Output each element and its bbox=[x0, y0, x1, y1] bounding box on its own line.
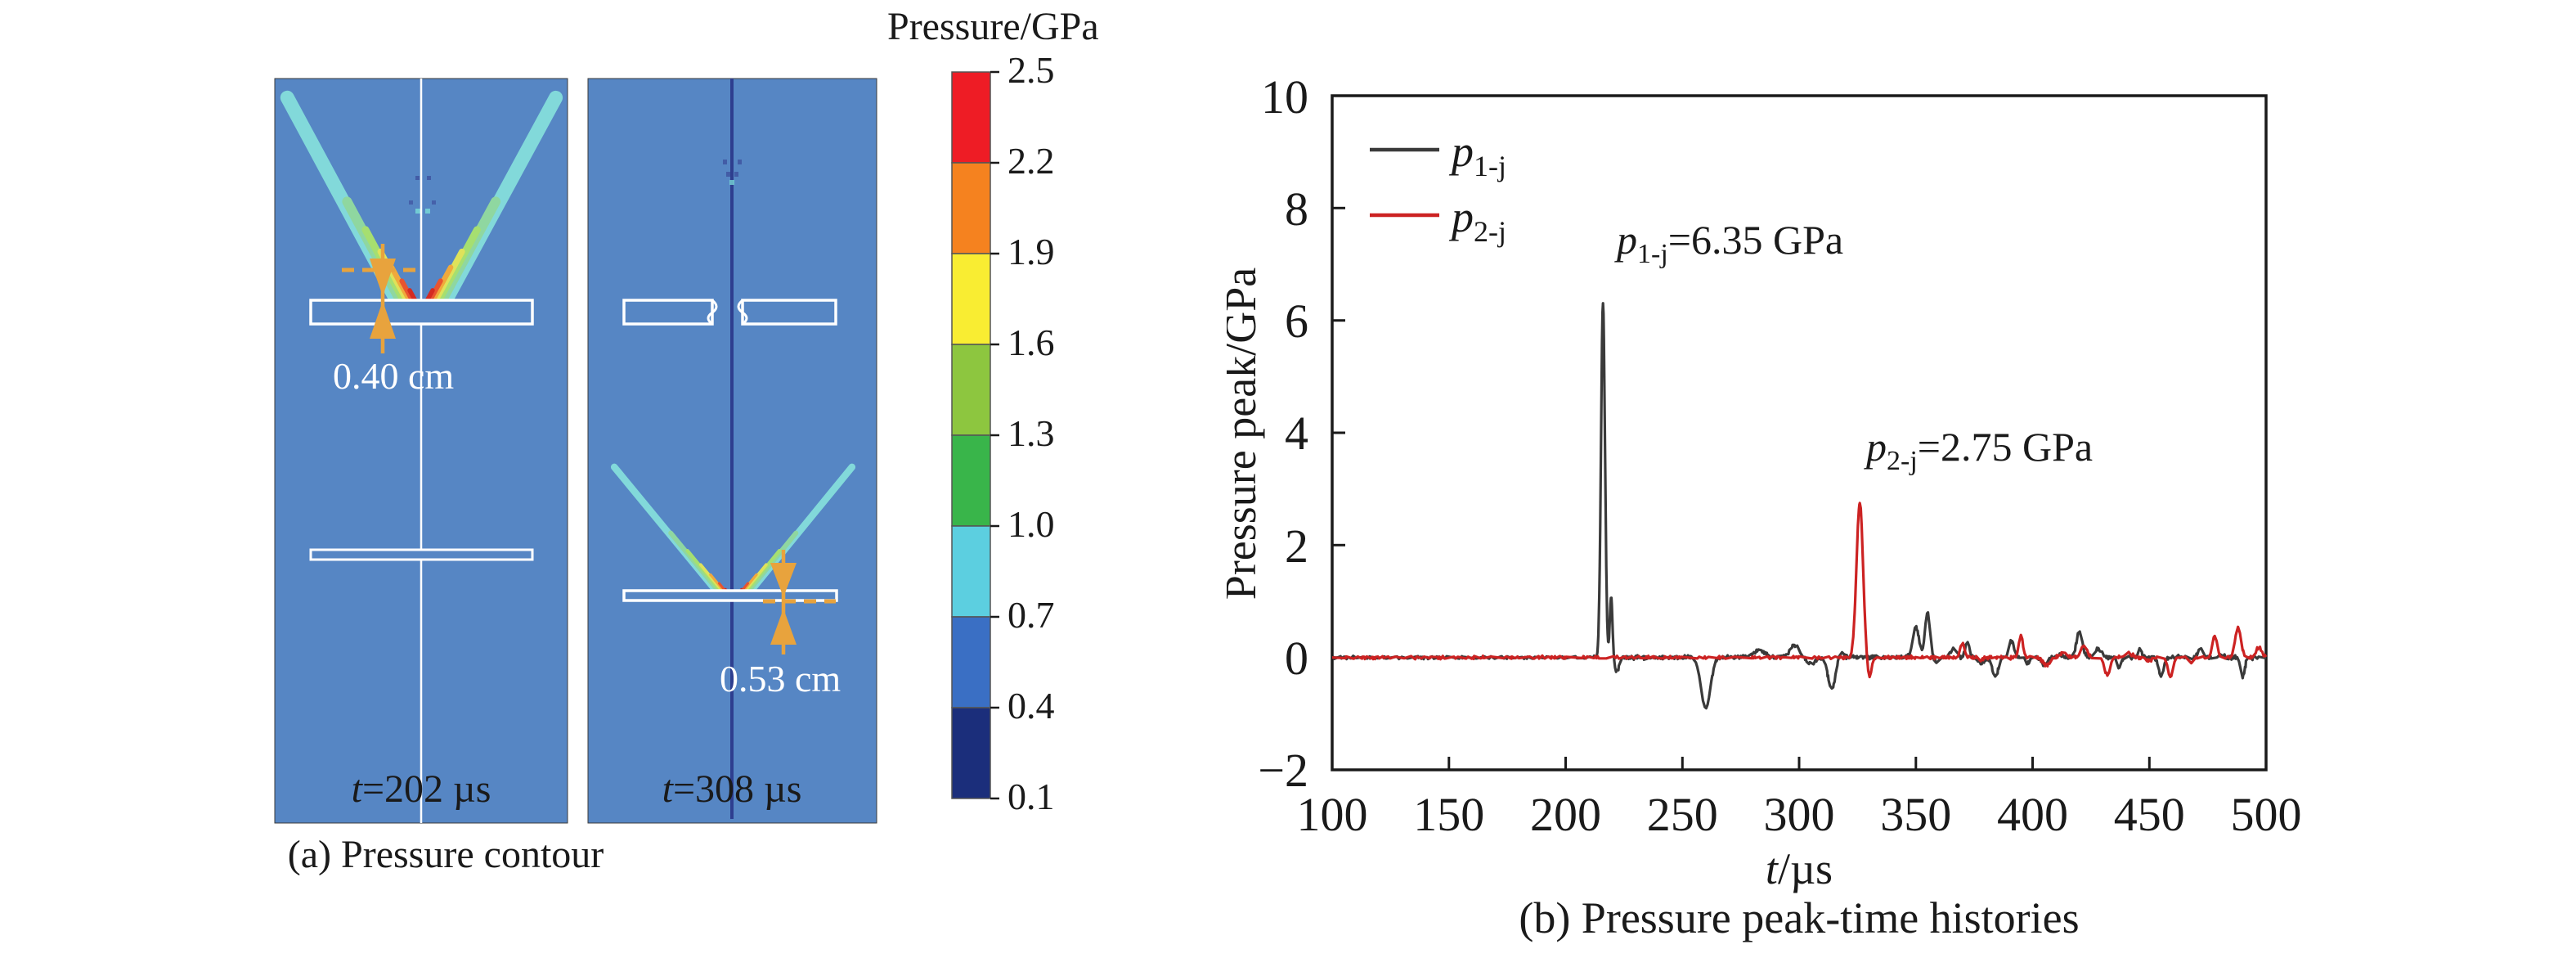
svg-text:p2-j: p2-j bbox=[1448, 192, 1506, 248]
svg-text:t/µs: t/µs bbox=[1766, 844, 1833, 893]
svg-text:8: 8 bbox=[1285, 182, 1308, 236]
svg-text:300: 300 bbox=[1764, 788, 1835, 841]
svg-text:2: 2 bbox=[1285, 519, 1308, 573]
svg-text:(b) Pressure peak-time histori: (b) Pressure peak-time histories bbox=[1519, 893, 2079, 942]
svg-text:250: 250 bbox=[1647, 788, 1718, 841]
svg-text:0.1: 0.1 bbox=[1008, 776, 1055, 817]
svg-text:1.3: 1.3 bbox=[1008, 412, 1055, 454]
svg-text:0.40 cm: 0.40 cm bbox=[333, 355, 454, 397]
svg-text:10: 10 bbox=[1261, 70, 1308, 124]
svg-text:350: 350 bbox=[1880, 788, 1951, 841]
svg-text:150: 150 bbox=[1413, 788, 1484, 841]
svg-text:400: 400 bbox=[1997, 788, 2068, 841]
svg-text:p1-j: p1-j bbox=[1448, 127, 1506, 182]
svg-text:0.4: 0.4 bbox=[1008, 685, 1055, 726]
svg-text:1.6: 1.6 bbox=[1008, 322, 1055, 363]
svg-text:(a) Pressure contour: (a) Pressure contour bbox=[288, 833, 604, 876]
svg-text:4: 4 bbox=[1285, 407, 1308, 460]
svg-text:t=202 µs: t=202 µs bbox=[352, 767, 491, 811]
svg-text:t=308 µs: t=308 µs bbox=[662, 767, 802, 811]
svg-text:200: 200 bbox=[1530, 788, 1601, 841]
svg-text:−2: −2 bbox=[1258, 744, 1308, 797]
svg-text:1.0: 1.0 bbox=[1008, 503, 1055, 545]
svg-text:0: 0 bbox=[1285, 632, 1308, 685]
svg-text:450: 450 bbox=[2114, 788, 2185, 841]
svg-text:p1-j=6.35 GPa: p1-j=6.35 GPa bbox=[1614, 217, 1843, 269]
svg-text:6: 6 bbox=[1285, 295, 1308, 348]
svg-text:2.2: 2.2 bbox=[1008, 140, 1055, 182]
svg-text:0.7: 0.7 bbox=[1008, 594, 1055, 636]
svg-text:p2-j=2.75 GPa: p2-j=2.75 GPa bbox=[1864, 424, 2093, 476]
svg-text:0.53 cm: 0.53 cm bbox=[720, 658, 841, 699]
svg-text:500: 500 bbox=[2231, 788, 2302, 841]
svg-text:1.9: 1.9 bbox=[1008, 231, 1055, 272]
svg-text:Pressure peak/GPa: Pressure peak/GPa bbox=[1227, 268, 1265, 600]
svg-text:Pressure/GPa: Pressure/GPa bbox=[887, 5, 1099, 48]
svg-text:2.5: 2.5 bbox=[1008, 49, 1055, 91]
